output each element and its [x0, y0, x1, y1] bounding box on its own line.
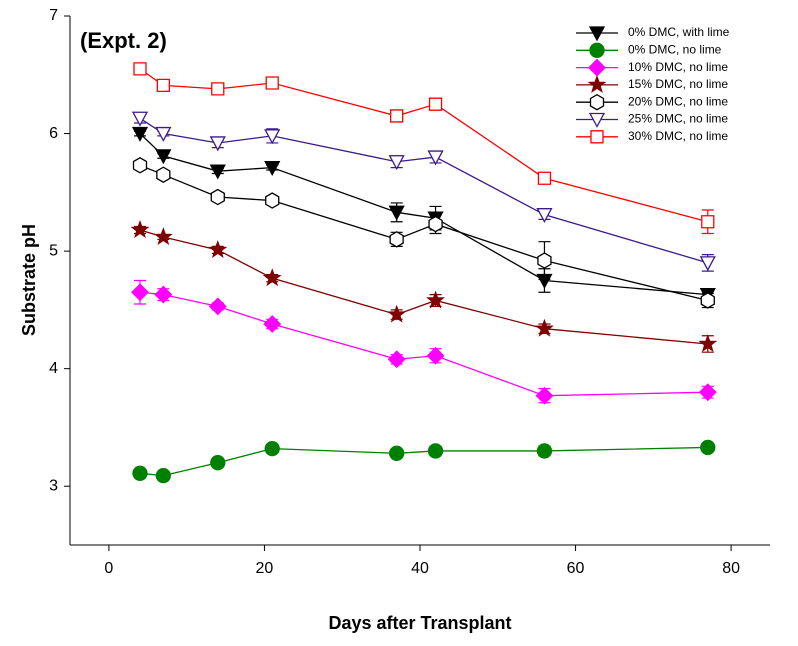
marker — [701, 215, 715, 229]
y-axis-title: Substrate pH — [19, 224, 39, 336]
marker — [390, 109, 404, 123]
marker — [698, 334, 718, 352]
marker — [208, 240, 228, 258]
marker — [388, 155, 405, 171]
marker — [537, 252, 552, 269]
marker — [699, 256, 716, 272]
marker — [698, 383, 717, 402]
marker — [262, 268, 282, 287]
marker — [427, 443, 444, 459]
legend-label: 30% DMC, no lime — [628, 129, 728, 143]
marker — [387, 304, 407, 323]
annotation: (Expt. 2) — [80, 28, 167, 53]
marker — [153, 227, 173, 246]
marker — [263, 315, 282, 333]
marker — [209, 164, 226, 180]
legend-marker — [588, 58, 606, 77]
x-tick-label: 0 — [104, 560, 113, 577]
marker — [427, 150, 444, 166]
marker — [536, 443, 553, 459]
y-tick-label: 6 — [49, 125, 58, 142]
marker — [535, 386, 554, 405]
y-tick-label: 5 — [49, 242, 58, 259]
y-tick-label: 4 — [49, 360, 58, 377]
legend-label: 25% DMC, no lime — [628, 112, 728, 126]
marker — [388, 205, 405, 221]
legend-label: 10% DMC, no lime — [628, 60, 728, 74]
marker — [131, 126, 149, 142]
legend-label: 15% DMC, no lime — [628, 77, 728, 91]
legend-marker — [588, 112, 606, 128]
y-tick-label: 3 — [49, 477, 58, 494]
marker — [428, 97, 443, 111]
x-tick-label: 20 — [256, 560, 274, 577]
series-line — [139, 117, 708, 264]
marker — [389, 445, 405, 461]
legend-marker — [587, 74, 607, 93]
marker — [131, 283, 149, 302]
marker — [211, 82, 225, 96]
marker — [154, 285, 173, 304]
legend-label: 20% DMC, no lime — [628, 94, 728, 108]
y-tick-label: 7 — [49, 7, 58, 24]
marker — [264, 160, 281, 177]
series-line — [139, 133, 708, 296]
series-line — [139, 164, 708, 302]
legend-label: 0% DMC, no lime — [628, 42, 722, 56]
marker — [428, 215, 443, 233]
marker — [130, 220, 150, 238]
marker — [389, 231, 404, 248]
series-line — [139, 291, 708, 397]
marker — [210, 188, 225, 206]
legend-marker — [589, 42, 605, 58]
x-tick-label: 40 — [411, 560, 429, 577]
series-line — [139, 68, 708, 223]
x-tick-label: 80 — [722, 560, 740, 577]
marker — [156, 166, 171, 183]
marker — [264, 129, 281, 145]
marker — [208, 297, 227, 316]
marker — [209, 136, 226, 152]
legend-marker — [589, 93, 605, 111]
x-axis-title: Days after Transplant — [328, 613, 511, 633]
marker — [536, 208, 553, 224]
legend-marker — [588, 26, 606, 42]
marker — [700, 439, 716, 456]
marker — [210, 455, 226, 471]
marker — [132, 465, 148, 481]
marker — [265, 192, 280, 209]
marker — [426, 290, 445, 309]
marker — [535, 318, 554, 337]
series-line — [139, 446, 708, 477]
marker — [264, 440, 280, 457]
marker — [156, 78, 170, 93]
marker — [155, 149, 172, 165]
legend-label: 0% DMC, with lime — [628, 25, 730, 39]
marker — [133, 62, 147, 76]
x-tick-label: 60 — [567, 560, 585, 577]
marker — [155, 126, 172, 142]
marker — [132, 157, 148, 174]
marker — [265, 76, 279, 90]
marker — [155, 468, 171, 484]
legend-marker — [590, 130, 604, 144]
marker — [426, 346, 445, 365]
series-line — [139, 229, 708, 345]
marker — [131, 111, 149, 127]
marker — [387, 350, 406, 369]
marker — [537, 171, 552, 185]
marker — [700, 292, 715, 309]
